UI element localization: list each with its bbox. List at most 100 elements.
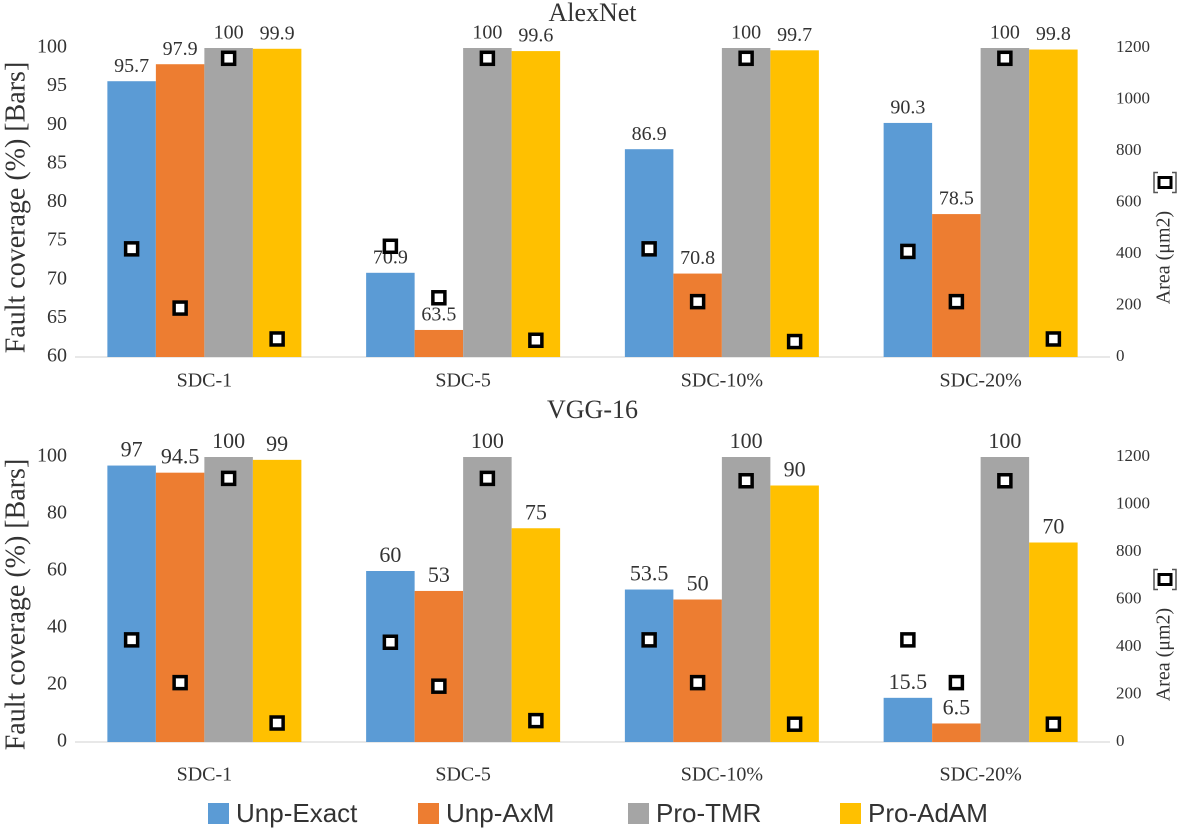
- legend-label: Unp-AxM: [446, 798, 554, 828]
- y-tick-label: 65: [47, 306, 67, 328]
- area-marker: [641, 241, 657, 257]
- area-marker: [786, 333, 803, 350]
- y-tick-label: 40: [47, 616, 67, 638]
- value-label: 100: [212, 428, 245, 453]
- area-marker: [997, 473, 1013, 489]
- y2-tick-label: 1000: [1116, 88, 1150, 107]
- y2-label-icon: [1157, 573, 1173, 586]
- area-marker: [479, 470, 496, 487]
- bar: [155, 472, 205, 742]
- value-label: 70: [1042, 514, 1064, 539]
- area-marker: [431, 678, 447, 694]
- y2-tick-label: 1200: [1116, 37, 1150, 56]
- legend-swatch: [628, 803, 649, 824]
- value-label: 95.7: [114, 55, 149, 77]
- y2-label-icon: [1153, 568, 1177, 591]
- value-label: 90.3: [890, 97, 925, 119]
- y-tick-label: 95: [47, 74, 67, 96]
- area-marker: [528, 712, 544, 729]
- bar: [414, 329, 464, 357]
- area-marker: [123, 241, 140, 257]
- bar: [673, 273, 722, 357]
- y-tick-label: 85: [47, 151, 67, 173]
- chart-title: VGG-16: [547, 395, 638, 424]
- y2-tick-label: 800: [1116, 541, 1142, 560]
- legend-swatch: [840, 803, 861, 824]
- x-tick-label: SDC-5: [435, 370, 491, 392]
- value-label: 78.5: [939, 188, 974, 210]
- bar: [252, 48, 302, 358]
- bar: [463, 48, 512, 357]
- area-marker: [172, 300, 188, 316]
- area-marker: [269, 715, 285, 731]
- y2-tick-label: 600: [1116, 588, 1142, 607]
- area-marker: [689, 293, 706, 310]
- x-tick-label: SDC-1: [177, 370, 233, 392]
- area-marker: [431, 290, 447, 306]
- legend-label: Unp-Exact: [236, 798, 358, 828]
- y-tick-label: 80: [47, 190, 67, 212]
- bar: [980, 48, 1030, 357]
- y2-tick-label: 400: [1116, 243, 1142, 262]
- bar: [770, 50, 819, 357]
- value-label: 100: [730, 428, 763, 453]
- chart-title: AlexNet: [548, 0, 637, 27]
- area-marker: [738, 473, 754, 489]
- legend-swatch: [418, 803, 439, 824]
- y-axis-label: Fault coverage (%) [Bars]: [0, 459, 31, 751]
- y2-tick-label: 0: [1116, 346, 1125, 365]
- area-marker: [479, 50, 496, 67]
- x-tick-label: SDC-1: [177, 764, 233, 786]
- y2-tick-label: 200: [1116, 683, 1142, 702]
- area-marker: [269, 331, 285, 347]
- y-tick-label: 90: [47, 113, 67, 135]
- y-tick-label: 60: [47, 345, 67, 367]
- value-label: 100: [988, 428, 1021, 453]
- area-marker: [1045, 331, 1062, 347]
- area-marker: [382, 238, 399, 255]
- value-label: 6.5: [943, 695, 971, 720]
- value-label: 70.9: [373, 246, 408, 268]
- area-marker: [900, 632, 916, 648]
- area-marker: [528, 332, 544, 349]
- x-tick-label: SDC-20%: [940, 370, 1022, 392]
- bar: [624, 589, 674, 742]
- area-marker: [382, 634, 399, 650]
- bar: [204, 457, 253, 742]
- bar: [1029, 49, 1078, 358]
- value-label: 99.8: [1036, 23, 1071, 45]
- y2-label-icon: [1153, 171, 1177, 194]
- value-label: 90: [784, 457, 806, 482]
- x-tick-label: SDC-20%: [940, 764, 1022, 786]
- bar: [932, 723, 981, 742]
- area-marker: [689, 674, 706, 691]
- area-marker: [997, 50, 1013, 67]
- y2-tick-label: 800: [1116, 140, 1142, 159]
- value-label: 100: [214, 22, 244, 44]
- y2-axis-label: Area (μm2): [1153, 211, 1175, 304]
- y-tick-label: 60: [47, 559, 67, 581]
- value-label: 75: [525, 499, 547, 524]
- value-label: 50: [687, 571, 709, 596]
- y-tick-label: 75: [47, 229, 67, 251]
- area-marker: [948, 674, 965, 691]
- y-tick-label: 80: [47, 502, 67, 524]
- bar: [414, 590, 464, 742]
- value-label: 99.7: [777, 24, 812, 46]
- bar: [366, 571, 415, 742]
- y2-tick-label: 400: [1116, 636, 1142, 655]
- legend-swatch: [208, 803, 229, 824]
- value-label: 99.6: [518, 25, 553, 47]
- bar: [107, 81, 156, 357]
- area-marker: [220, 50, 237, 67]
- bar: [511, 528, 561, 742]
- y2-label-icon: [1157, 176, 1173, 189]
- bar: [511, 51, 561, 358]
- y2-tick-label: 600: [1116, 191, 1142, 210]
- value-label: 15.5: [889, 669, 928, 694]
- legend-label: Pro-TMR: [656, 798, 761, 828]
- bar: [252, 459, 302, 742]
- value-label: 53.5: [630, 561, 669, 586]
- x-tick-label: SDC-5: [435, 764, 491, 786]
